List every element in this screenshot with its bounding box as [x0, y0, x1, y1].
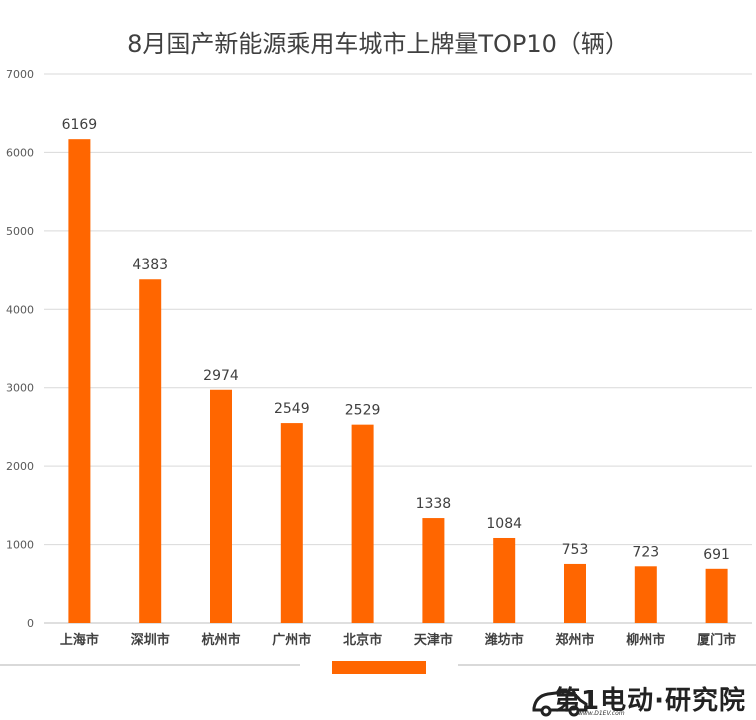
chart-title: 8月国产新能源乘用车城市上牌量TOP10（辆）: [127, 30, 629, 58]
x-tick-label: 柳州市: [626, 632, 665, 648]
bar: [210, 389, 232, 623]
y-tick-label: 2000: [6, 460, 34, 473]
x-tick-label: 广州市: [272, 632, 311, 648]
bar: [705, 568, 728, 623]
data-label: 1338: [416, 496, 452, 512]
bar: [280, 423, 303, 623]
x-tick-label: 上海市: [60, 632, 99, 648]
bar: [139, 279, 162, 623]
data-label: 2974: [203, 368, 239, 384]
data-label: 753: [562, 542, 589, 558]
data-label: 723: [632, 544, 659, 560]
data-label: 691: [703, 547, 730, 563]
y-tick-label: 4000: [6, 303, 34, 316]
bar: [351, 424, 374, 623]
brand-text: 第1电动·研究院: [554, 686, 746, 716]
bar: [68, 139, 91, 624]
bar-chart: 0 1000 2000 3000 4000 5000 6000 7000 6169 上海市 4383…: [6, 68, 752, 648]
y-tick-label: 6000: [6, 146, 34, 159]
footer-accent-bar: [332, 661, 426, 674]
bar: [493, 537, 516, 623]
y-tick-label: 3000: [6, 382, 34, 395]
brand-url: www.D1EV.com: [578, 710, 625, 717]
data-label: 2529: [345, 403, 381, 419]
x-tick-label: 北京市: [343, 632, 382, 648]
bar: [564, 563, 586, 623]
x-tick-label: 杭州市: [201, 632, 240, 648]
data-label: 4383: [132, 257, 168, 273]
data-label: 2549: [274, 401, 310, 417]
bar: [422, 518, 445, 623]
footer-divider-right: [458, 664, 756, 666]
data-label: 1084: [486, 516, 522, 532]
y-tick-label: 1000: [6, 539, 34, 552]
x-tick-label: 天津市: [414, 632, 453, 648]
x-tick-label: 郑州市: [555, 632, 594, 648]
brand-logo: 第1电动·研究院 www.D1EV.com: [530, 676, 750, 720]
y-tick-label: 0: [27, 617, 34, 630]
data-label: 6169: [62, 117, 98, 133]
x-tick-label: 深圳市: [131, 632, 170, 648]
x-tick-label: 潍坊市: [485, 632, 524, 648]
y-tick-label: 7000: [6, 68, 34, 81]
y-tick-label: 5000: [6, 225, 34, 238]
bar: [634, 566, 657, 623]
car-logo-icon: [532, 690, 588, 717]
footer-divider-left: [0, 664, 300, 666]
x-tick-label: 厦门市: [697, 632, 736, 648]
